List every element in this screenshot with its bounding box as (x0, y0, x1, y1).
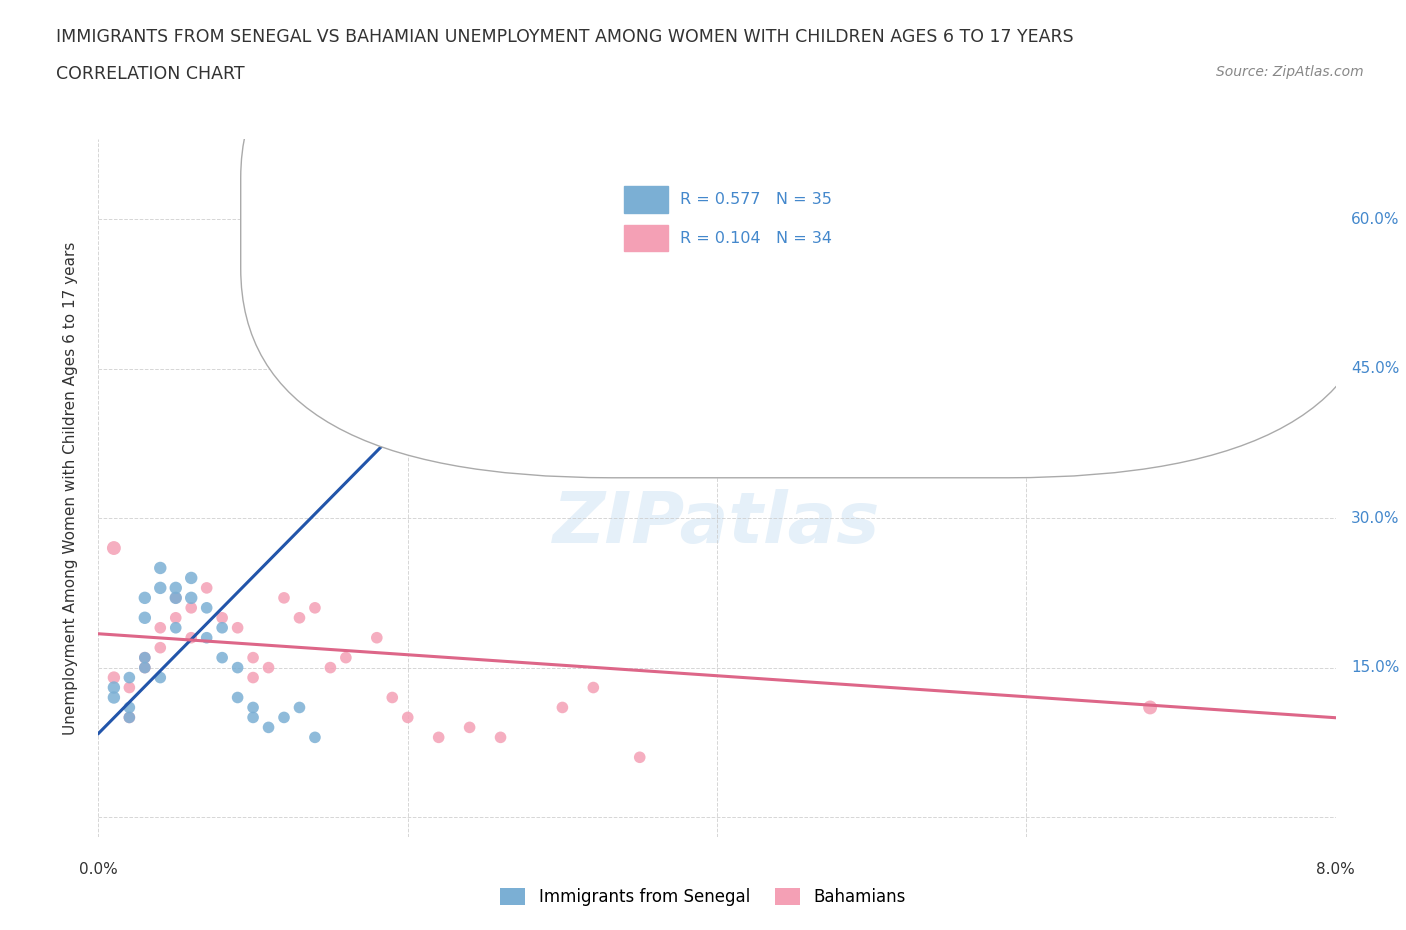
Point (180, 601, 202, 616)
Point (134, 650, 156, 665)
Point (165, 580, 187, 595)
Point (118, 710, 141, 724)
Text: 30.0%: 30.0% (1351, 511, 1399, 525)
Point (257, 720, 280, 735)
Point (257, 660, 280, 675)
Point (304, 730, 326, 745)
Text: Source: ZipAtlas.com: Source: ZipAtlas.com (1216, 65, 1364, 79)
Point (134, 660, 156, 675)
Point (474, 252, 496, 267)
Point (165, 620, 187, 635)
Text: CORRELATION CHART: CORRELATION CHART (56, 65, 245, 83)
Point (103, 680, 125, 695)
Point (396, 371, 419, 386)
Point (628, 750, 651, 764)
Point (103, 690, 125, 705)
Point (427, 730, 450, 745)
Point (319, 660, 342, 675)
Point (489, 730, 512, 745)
Text: 60.0%: 60.0% (1351, 212, 1399, 227)
Point (381, 690, 404, 705)
Point (350, 381, 373, 396)
Point (211, 620, 233, 635)
Point (1139, 700, 1161, 715)
Point (582, 680, 605, 695)
Point (366, 631, 388, 645)
Point (226, 620, 249, 635)
Point (242, 700, 264, 715)
Point (149, 671, 172, 685)
Text: IMMIGRANTS FROM SENEGAL VS BAHAMIAN UNEMPLOYMENT AMONG WOMEN WITH CHILDREN AGES : IMMIGRANTS FROM SENEGAL VS BAHAMIAN UNEM… (56, 28, 1074, 46)
Point (458, 720, 481, 735)
Text: 45.0%: 45.0% (1351, 361, 1399, 376)
Point (149, 580, 172, 595)
Point (118, 700, 141, 715)
Point (118, 710, 141, 724)
Point (149, 640, 172, 655)
Text: R = 0.577   N = 35: R = 0.577 N = 35 (681, 192, 832, 207)
Text: ZIPatlas: ZIPatlas (554, 488, 880, 558)
Point (288, 610, 311, 625)
Point (134, 591, 156, 605)
Point (304, 601, 326, 616)
Point (134, 610, 156, 625)
Point (520, 261, 543, 276)
Point (335, 650, 357, 665)
Point (211, 650, 233, 665)
Point (149, 620, 172, 635)
Point (103, 671, 125, 685)
Point (118, 680, 141, 695)
Point (551, 700, 574, 715)
Point (211, 610, 233, 625)
Text: 0.0%: 0.0% (79, 862, 118, 877)
Point (273, 591, 295, 605)
Point (226, 690, 249, 705)
Point (134, 650, 156, 665)
Point (180, 591, 202, 605)
Bar (624, 224, 668, 251)
Point (165, 591, 187, 605)
Text: 8.0%: 8.0% (1316, 862, 1355, 877)
Point (520, 242, 543, 257)
Point (195, 580, 218, 595)
Text: R = 0.104   N = 34: R = 0.104 N = 34 (681, 231, 832, 246)
Point (165, 591, 187, 605)
Point (396, 710, 419, 724)
Point (149, 561, 172, 576)
Point (180, 631, 202, 645)
Point (165, 610, 187, 625)
Point (226, 660, 249, 675)
Bar (624, 186, 668, 213)
Point (242, 650, 264, 665)
Point (288, 700, 311, 715)
Point (242, 671, 264, 685)
Legend: Immigrants from Senegal, Bahamians: Immigrants from Senegal, Bahamians (494, 881, 912, 912)
Point (195, 601, 218, 616)
Point (427, 212, 450, 227)
Y-axis label: Unemployment Among Women with Children Ages 6 to 17 years: Unemployment Among Women with Children A… (63, 242, 77, 735)
Point (103, 540, 125, 555)
Text: 15.0%: 15.0% (1351, 660, 1399, 675)
FancyBboxPatch shape (240, 0, 1379, 478)
Point (180, 570, 202, 585)
Point (242, 710, 264, 724)
Point (195, 631, 218, 645)
Point (118, 671, 141, 685)
Point (134, 660, 156, 675)
Point (273, 710, 295, 724)
Point (319, 341, 342, 356)
